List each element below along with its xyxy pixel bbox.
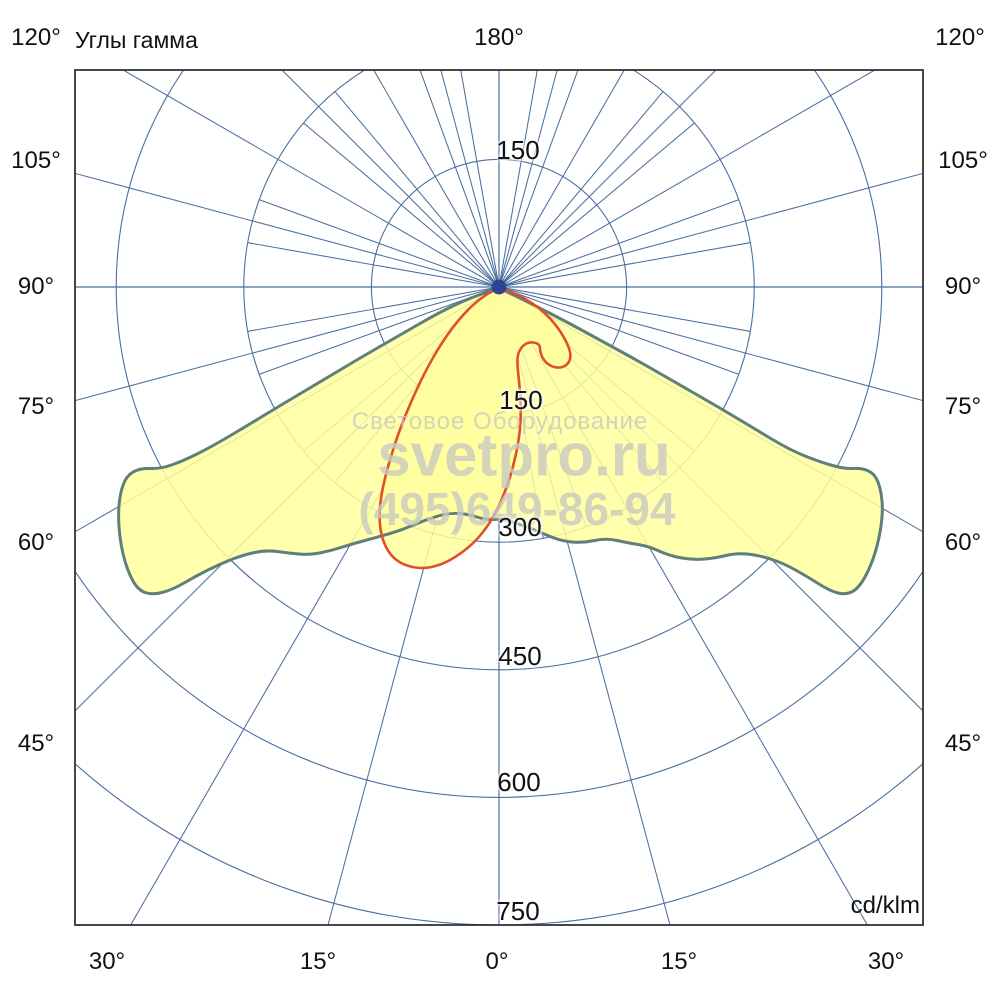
gamma-label-top-left: 120°	[11, 24, 61, 51]
grid-ray-165	[440, 70, 500, 288]
grid-ray-minor-110	[498, 199, 739, 288]
radial-tick-label: 600	[497, 767, 541, 797]
grid-ray-minor-80	[247, 286, 500, 332]
grid-ray-minor-170	[460, 70, 500, 288]
grid-ray-135	[281, 70, 500, 288]
grid-ray-105	[498, 172, 923, 288]
grid-ray-105	[75, 172, 500, 288]
gamma-label-right: 45°	[944, 730, 982, 757]
curve-outline-c0-c180	[117, 286, 884, 596]
grid-ray-minor-80	[498, 286, 751, 332]
grid-ray-minor-110	[259, 199, 500, 288]
grid-ray-120	[498, 70, 876, 288]
gamma-label-right: 75°	[944, 393, 982, 420]
grid-ray-minor-160	[498, 70, 579, 288]
grid-ray-minor-100	[247, 242, 500, 288]
grid-ray-75	[75, 286, 500, 402]
pole-dot	[491, 279, 507, 295]
gamma-label-bottom: 15°	[299, 948, 337, 975]
grid-ray-minor-160	[419, 70, 500, 288]
grid-ray-minor-70	[498, 286, 739, 375]
radial-tick-label: 150	[496, 135, 540, 165]
grid-ray-150	[498, 70, 625, 288]
gamma-label-bottom: 30°	[88, 948, 126, 975]
radial-tick-label: 750	[496, 896, 540, 926]
gamma-label-top-right: 120°	[935, 24, 985, 51]
gamma-label-bottom: 30°	[867, 948, 905, 975]
curve-outline-c90-c270	[378, 286, 572, 570]
grid-ray-minor-130	[303, 122, 500, 288]
grid-ray-135	[498, 70, 717, 288]
grid-ray-minor-130	[498, 122, 695, 288]
gamma-label-left: 90°	[17, 273, 55, 300]
grid-ray-minor-140	[498, 91, 664, 288]
gamma-label-left: 60°	[17, 529, 55, 556]
page-title: Углы гамма	[75, 27, 198, 53]
gamma-label-bottom: 15°	[660, 948, 698, 975]
unit-label: cd/klm	[850, 892, 920, 919]
radial-tick-label: 150	[499, 385, 543, 415]
grid-ray-minor-100	[498, 242, 751, 288]
gamma-label-right: 60°	[944, 529, 982, 556]
gamma-label-right: 105°	[938, 147, 988, 174]
grid-ray-minor-170	[498, 70, 538, 288]
gamma-label-left: 45°	[17, 730, 55, 757]
gamma-label-top-center: 180°	[474, 24, 524, 51]
gamma-label-left: 105°	[11, 147, 61, 174]
curve-fill-c0-c180	[118, 288, 883, 594]
grid-ray-minor-140	[334, 91, 500, 288]
grid-ray-75	[498, 286, 923, 402]
plot-frame	[74, 69, 924, 926]
gamma-label-bottom: 0°	[485, 948, 509, 975]
gamma-label-right: 90°	[944, 273, 982, 300]
grid-ray-165	[498, 70, 558, 288]
radial-tick-label: 300	[498, 512, 542, 542]
radial-tick-label: 450	[498, 641, 542, 671]
grid-ray-120	[122, 70, 500, 288]
grid-ray-150	[373, 70, 500, 288]
gamma-label-left: 75°	[17, 393, 55, 420]
